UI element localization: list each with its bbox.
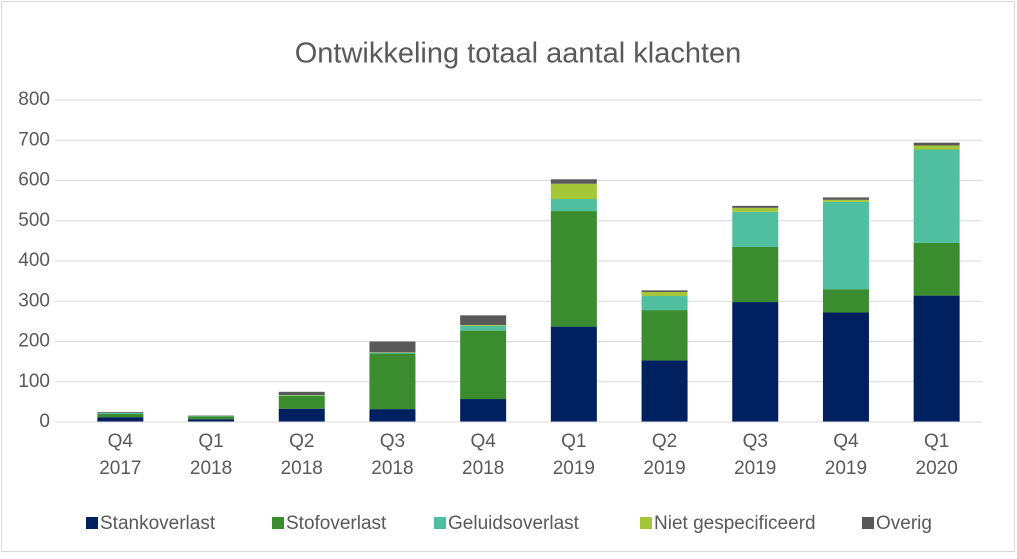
- bar-segment: [460, 325, 506, 326]
- y-tick-label: 700: [18, 129, 50, 150]
- bar-segment: [732, 247, 778, 302]
- legend-swatch: [434, 517, 446, 529]
- bar-segment: [914, 143, 960, 146]
- bar-segment: [460, 399, 506, 422]
- bar-segment: [279, 409, 325, 422]
- bar-segment: [97, 412, 143, 413]
- y-tick-label: 300: [18, 290, 50, 311]
- legend-label: Overig: [876, 513, 932, 534]
- legend-swatch: [862, 517, 874, 529]
- bar-segment: [823, 197, 869, 199]
- bar-segment: [279, 396, 325, 409]
- bar-segment: [369, 409, 415, 422]
- bar-segment: [914, 243, 960, 296]
- bar-segment: [97, 413, 143, 414]
- bar-segment: [97, 414, 143, 417]
- bar-segment: [823, 289, 869, 312]
- bar-segment: [551, 327, 597, 422]
- legend-swatch: [640, 517, 652, 529]
- bar-segment: [551, 184, 597, 199]
- bar-segment: [732, 208, 778, 212]
- legend-label: Niet gespecificeerd: [654, 513, 816, 534]
- bar-segment: [732, 302, 778, 422]
- bar-segment: [551, 199, 597, 211]
- legend-swatch: [272, 517, 284, 529]
- bar-segment: [551, 211, 597, 327]
- bar-segment: [642, 310, 688, 360]
- y-tick-label: 200: [18, 331, 50, 352]
- y-tick-label: 600: [18, 170, 50, 191]
- legend-label: Stankoverlast: [100, 513, 216, 534]
- bar-segment: [97, 417, 143, 422]
- bar-segment: [642, 360, 688, 422]
- y-tick-label: 0: [39, 411, 50, 432]
- bar-segment: [642, 296, 688, 310]
- bar-segment: [551, 179, 597, 183]
- y-tick-label: 400: [18, 250, 50, 271]
- bar-segment: [460, 315, 506, 325]
- bar-segment: [369, 354, 415, 410]
- bar-segment: [732, 206, 778, 208]
- bar-segment: [642, 290, 688, 292]
- bar-segment: [914, 296, 960, 422]
- bar-segment: [914, 145, 960, 149]
- chart-title: Ontwikkeling totaal aantal klachten: [295, 38, 742, 70]
- bar-segment: [914, 150, 960, 243]
- bar-segment: [823, 202, 869, 289]
- bar-segment: [642, 292, 688, 296]
- bar-segment: [369, 353, 415, 354]
- y-tick-label: 100: [18, 371, 50, 392]
- bar-segment: [823, 200, 869, 202]
- bar-segment: [188, 416, 234, 419]
- bar-segment: [279, 392, 325, 395]
- legend-label: Geluidsoverlast: [448, 513, 580, 534]
- bar-segment: [823, 313, 869, 422]
- bar-segment: [460, 331, 506, 399]
- y-tick-label: 500: [18, 210, 50, 231]
- legend-swatch: [86, 517, 98, 529]
- y-tick-label: 800: [18, 89, 50, 110]
- legend-label: Stofoverlast: [286, 513, 387, 534]
- bar-segment: [732, 212, 778, 247]
- bar-segment: [460, 326, 506, 331]
- bar-segment: [369, 342, 415, 353]
